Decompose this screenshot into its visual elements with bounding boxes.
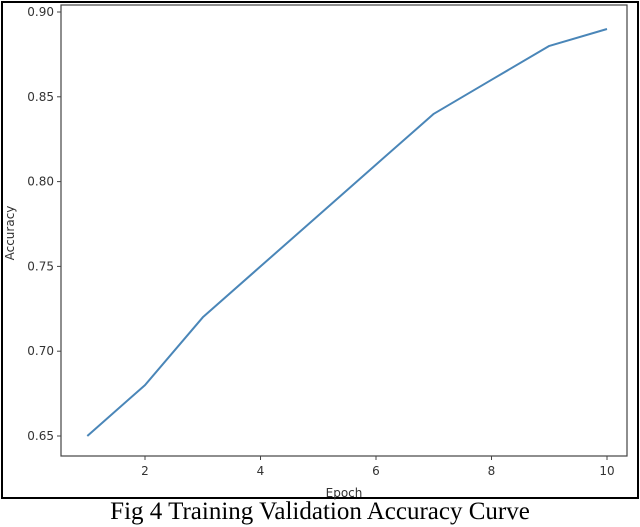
y-tick-label: 0.65	[27, 429, 54, 443]
y-tick-label: 0.75	[27, 259, 54, 273]
figure-frame	[1, 1, 639, 499]
x-tick-label: 8	[488, 464, 496, 478]
plot-area	[60, 4, 628, 457]
x-tick-label: 10	[599, 464, 614, 478]
y-tick-label: 0.85	[27, 90, 54, 104]
x-tick-label: 2	[141, 464, 149, 478]
y-tick-label: 0.70	[27, 344, 54, 358]
figure-caption: Fig 4 Training Validation Accuracy Curve	[110, 498, 530, 525]
x-tick-label: 4	[257, 464, 265, 478]
y-tick-label: 0.90	[27, 5, 54, 19]
accuracy-line	[86, 28, 608, 437]
accuracy-line-chart: 0.65 0.70 0.75 0.80 0.85 0.90 2 4 6 8 10 Epoch Accur…	[3, 4, 628, 500]
x-tick-label: 6	[372, 464, 380, 478]
y-axis-label: Accuracy	[3, 206, 17, 261]
x-axis-label: Epoch	[326, 486, 363, 500]
y-tick-label: 0.80	[27, 175, 54, 189]
